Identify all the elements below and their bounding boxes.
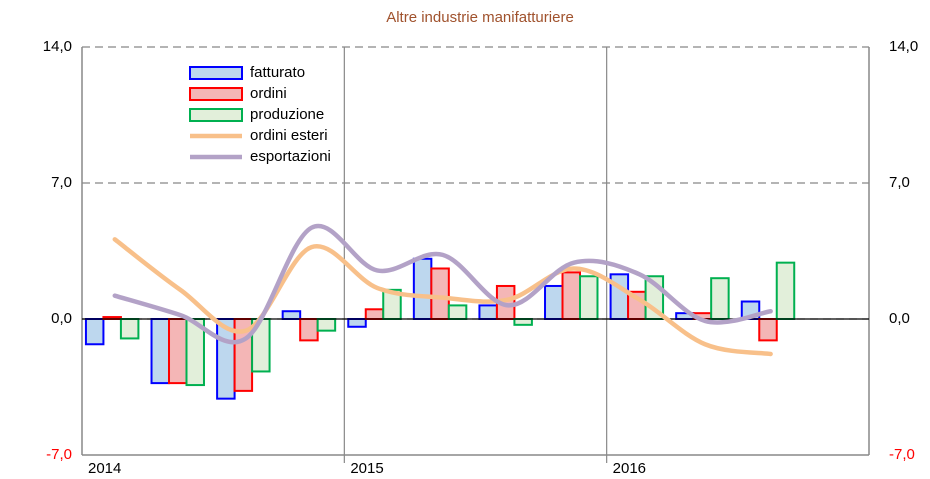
bar — [561, 271, 581, 320]
line — [112, 223, 773, 345]
chart-title: Altre industrie manifatturiere — [386, 9, 574, 26]
bar — [168, 318, 188, 385]
legend-swatch — [189, 87, 243, 101]
y-tick-label: 0,0 — [51, 310, 72, 327]
legend-swatch — [189, 108, 243, 122]
bar — [578, 275, 599, 320]
bar — [84, 318, 105, 346]
bar — [281, 310, 302, 321]
y2-tick-label: 0,0 — [889, 310, 910, 327]
x-tick-label: 2014 — [88, 460, 121, 477]
bar — [430, 267, 450, 321]
bar — [347, 318, 367, 328]
y-tick-label: 7,0 — [51, 174, 72, 191]
legend-label: esportazioni — [250, 148, 331, 165]
bar — [299, 318, 319, 342]
bar — [119, 318, 140, 340]
line — [112, 237, 773, 357]
bar — [447, 304, 468, 320]
legend-label: ordini esteri — [250, 127, 328, 144]
bar — [478, 304, 498, 320]
bar — [316, 318, 337, 332]
y-tick-label: 14,0 — [43, 38, 72, 55]
y-tick-label: -7,0 — [46, 446, 72, 463]
y2-tick-label: -7,0 — [889, 446, 915, 463]
y2-tick-label: 7,0 — [889, 174, 910, 191]
y2-tick-label: 14,0 — [889, 38, 918, 55]
bar — [544, 284, 564, 321]
bar — [412, 257, 433, 320]
legend-swatch — [189, 66, 243, 80]
bar — [150, 318, 171, 385]
bar — [758, 318, 778, 342]
legend-label: ordini — [250, 85, 287, 102]
bar — [364, 308, 385, 320]
legend-label: fatturato — [250, 64, 305, 81]
bar — [710, 277, 730, 321]
x-tick-label: 2016 — [613, 460, 646, 477]
bar — [513, 318, 533, 326]
bar — [775, 261, 796, 320]
x-tick-label: 2015 — [350, 460, 383, 477]
legend-label: produzione — [250, 106, 324, 123]
